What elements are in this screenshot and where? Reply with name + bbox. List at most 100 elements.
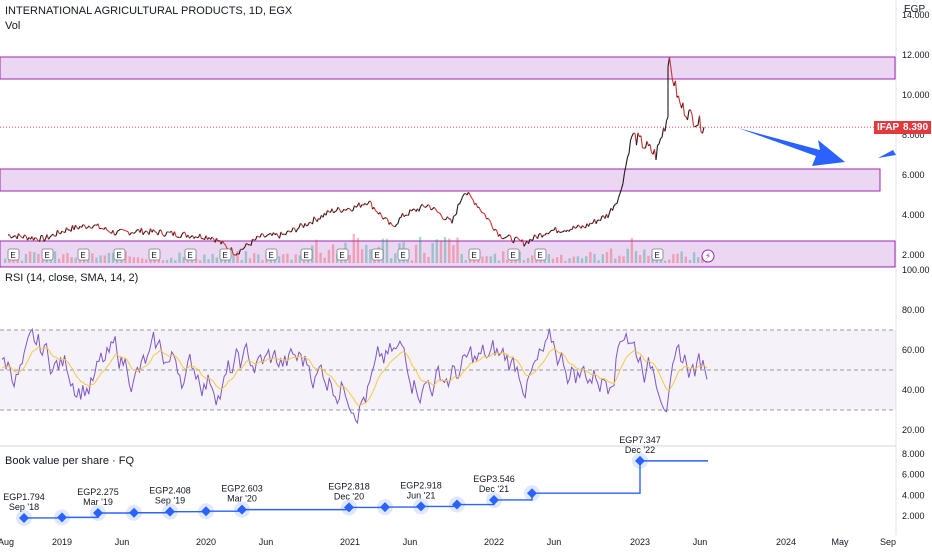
- zone-rect: [0, 169, 880, 191]
- price-segment: [194, 237, 196, 239]
- price-segment: [286, 232, 288, 235]
- volume-bar: [141, 259, 143, 263]
- volume-bar: [33, 252, 35, 263]
- price-segment: [535, 235, 537, 237]
- price-segment: [35, 238, 37, 239]
- up-arrow-drawing: [878, 150, 896, 158]
- price-segment: [631, 136, 633, 140]
- price-segment: [200, 234, 202, 239]
- volume-bar: [668, 260, 670, 263]
- price-segment: [685, 116, 687, 117]
- price-segment: [301, 223, 303, 225]
- price-segment: [578, 225, 580, 226]
- price-segment: [659, 139, 661, 144]
- price-segment: [409, 210, 411, 216]
- price-segment: [463, 194, 465, 197]
- time-axis-tick: 2021: [340, 537, 360, 547]
- book-value-title[interactable]: Book value per share · FQ: [5, 455, 134, 467]
- price-segment: [89, 226, 91, 228]
- price-segment: [596, 220, 598, 223]
- price-segment: [650, 144, 652, 152]
- price-segment: [583, 225, 585, 227]
- book-value-axis-tick: 8.000: [902, 449, 925, 459]
- price-segment: [98, 224, 100, 229]
- price-segment: [437, 212, 439, 213]
- volume-bar: [672, 254, 674, 263]
- price-segment: [353, 206, 355, 211]
- time-axis-tick: 2022: [484, 537, 504, 547]
- volume-bar: [58, 259, 60, 263]
- price-segment: [457, 204, 459, 214]
- support-resistance-zones[interactable]: [0, 57, 895, 267]
- price-tag-symbol: IFAP: [874, 121, 902, 134]
- time-axis-tick: Jun: [115, 537, 130, 547]
- volume-bar: [685, 257, 687, 263]
- price-segment: [589, 223, 591, 226]
- volume-bar: [444, 237, 446, 263]
- price-segment: [412, 209, 414, 211]
- volume-bar: [656, 260, 658, 263]
- price-segment: [679, 96, 681, 103]
- price-segment: [277, 233, 279, 236]
- price-segment: [368, 201, 370, 204]
- price-segment: [683, 103, 685, 116]
- volume-bar: [357, 238, 359, 263]
- price-segment: [76, 225, 78, 228]
- price-segment: [185, 232, 187, 237]
- price-segment: [700, 116, 702, 132]
- price-segment: [253, 239, 255, 240]
- volume-bar: [295, 254, 297, 263]
- price-segment: [344, 209, 346, 210]
- drawing-arrows[interactable]: [738, 128, 896, 166]
- price-segment: [476, 203, 478, 207]
- price-segment: [58, 230, 60, 233]
- zone-rect: [0, 57, 895, 79]
- price-segment: [346, 209, 348, 210]
- volume-bar: [498, 261, 500, 263]
- price-segment: [17, 234, 19, 239]
- price-segment: [637, 133, 639, 145]
- price-segment: [356, 206, 358, 207]
- price-segment: [82, 225, 84, 228]
- rsi-title[interactable]: RSI (14, close, SMA, 14, 2): [5, 272, 138, 284]
- volume-bar: [25, 254, 27, 263]
- time-axis-tick: 2020: [196, 537, 216, 547]
- price-segment: [658, 144, 660, 146]
- book-value-date: Sep '18: [9, 502, 39, 512]
- earnings-marker-label: E: [303, 251, 308, 260]
- rsi-axis-tick: 100.00: [902, 265, 930, 275]
- price-segment: [479, 207, 481, 210]
- price-segment: [430, 206, 432, 210]
- earnings-marker-label: E: [116, 251, 121, 260]
- volume-bar: [618, 256, 620, 263]
- price-segment: [550, 231, 552, 233]
- price-segment: [518, 239, 520, 240]
- price-segment: [53, 234, 55, 236]
- volume-bar: [236, 251, 238, 263]
- price-segment: [383, 218, 385, 219]
- volume-bar: [54, 251, 56, 263]
- price-segment: [85, 225, 87, 228]
- price-segment: [164, 236, 166, 237]
- price-segment: [182, 232, 184, 234]
- symbol-title[interactable]: INTERNATIONAL AGRICULTURAL PRODUCTS, 1D,…: [5, 5, 292, 17]
- price-segment: [299, 223, 301, 227]
- price-segment: [445, 219, 447, 220]
- price-segment: [436, 209, 438, 212]
- volume-bar: [415, 245, 417, 263]
- price-series[interactable]: [0, 57, 896, 255]
- price-segment: [395, 225, 397, 227]
- book-value-label: EGP7.347: [619, 435, 661, 445]
- price-segment: [92, 226, 94, 228]
- price-segment: [296, 229, 298, 232]
- price-segment: [619, 193, 621, 197]
- volume-bar: [552, 259, 554, 263]
- volume-bar: [95, 258, 97, 263]
- price-segment: [136, 230, 138, 232]
- volume-label[interactable]: Vol: [5, 20, 20, 32]
- price-segment: [695, 126, 697, 127]
- price-segment: [400, 217, 402, 218]
- volume-bar: [436, 239, 438, 263]
